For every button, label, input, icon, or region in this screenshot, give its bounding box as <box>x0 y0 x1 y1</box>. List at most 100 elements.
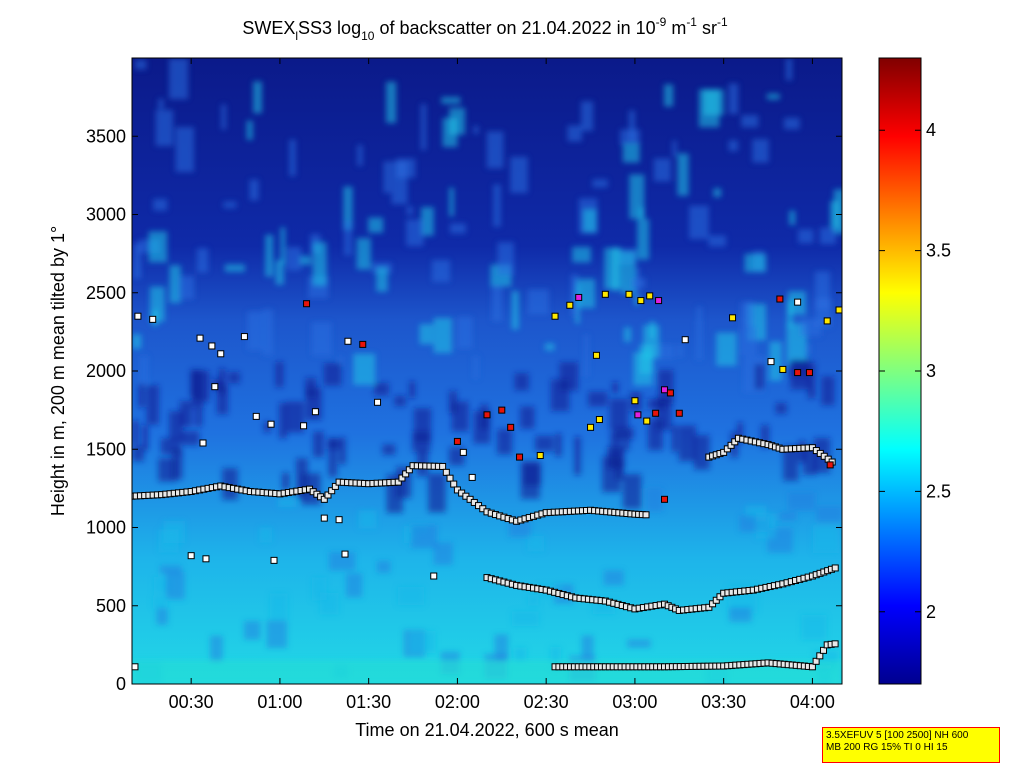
texture-blob <box>155 109 174 146</box>
texture-blob <box>382 444 396 455</box>
data-point <box>631 397 639 405</box>
texture-blob <box>442 117 458 148</box>
x-tick-label: 03:00 <box>612 692 657 712</box>
texture-blob <box>356 238 371 270</box>
texture-blob <box>514 373 529 391</box>
layer-marker <box>731 438 739 446</box>
texture-blob <box>816 506 842 522</box>
data-point <box>311 408 319 416</box>
info-line-1: 3.5XEFUV 5 [100 2500] NH 600 <box>826 730 969 741</box>
data-point <box>132 663 139 671</box>
texture-blob <box>520 461 540 499</box>
texture-blob <box>323 362 342 386</box>
texture-blob <box>728 83 739 115</box>
texture-blob <box>611 247 619 291</box>
texture-blob <box>528 594 539 606</box>
texture-blob <box>358 510 377 529</box>
data-point <box>149 315 157 323</box>
texture-blob <box>397 586 424 605</box>
texture-blob <box>328 437 338 477</box>
data-point <box>374 398 382 406</box>
texture-blob <box>142 425 149 451</box>
texture-blob <box>630 278 646 289</box>
data-point <box>187 552 195 560</box>
texture-blob <box>420 104 427 150</box>
data-point <box>767 358 775 366</box>
texture-blob <box>178 275 195 300</box>
texture-blob <box>696 306 702 322</box>
colorbar-tick-label: 3.5 <box>926 241 951 261</box>
texture-blob <box>491 285 503 322</box>
data-point <box>199 439 207 447</box>
data-point <box>595 416 603 424</box>
texture-blob <box>760 425 770 448</box>
texture-blob <box>550 647 561 671</box>
texture-blob <box>353 353 376 385</box>
texture-blob <box>798 229 814 244</box>
texture-blob <box>210 635 223 662</box>
texture-blob <box>486 131 504 169</box>
texture-blob <box>582 209 597 233</box>
texture-blob <box>224 264 245 272</box>
texture-blob <box>195 407 203 427</box>
texture-blob <box>368 217 384 233</box>
texture-blob <box>535 435 554 452</box>
texture-blob <box>769 341 782 381</box>
texture-blob <box>457 316 473 349</box>
data-point <box>666 389 674 397</box>
layer-marker <box>442 468 450 476</box>
data-point <box>430 572 438 580</box>
texture-blob <box>567 125 582 142</box>
texture-blob <box>299 255 312 265</box>
texture-blob <box>263 421 271 433</box>
layer-marker <box>320 495 328 503</box>
texture-blob <box>275 260 284 285</box>
data-point <box>344 337 352 345</box>
data-point <box>320 514 328 522</box>
texture-blob <box>344 220 352 256</box>
texture-blob <box>678 425 697 462</box>
layer-marker <box>328 487 336 495</box>
texture-blob <box>279 402 287 439</box>
texture-blob <box>830 200 840 228</box>
texture-blob <box>409 381 416 399</box>
texture-blob <box>789 210 796 226</box>
layer-marker <box>709 600 717 608</box>
y-tick-label: 3500 <box>86 126 126 146</box>
layer-marker <box>808 663 816 671</box>
texture-blob <box>246 120 253 140</box>
layer-marker <box>398 474 406 482</box>
texture-blob <box>653 158 671 182</box>
texture-blob <box>153 198 168 211</box>
texture-blob <box>329 551 356 571</box>
texture-blob <box>741 115 759 128</box>
texture-blob <box>628 110 635 142</box>
colorbar <box>878 57 922 685</box>
colorbar-tick-label: 4 <box>926 120 936 140</box>
data-point <box>776 295 784 303</box>
texture-blob <box>493 184 501 227</box>
x-tick-label: 00:30 <box>169 692 214 712</box>
texture-blob <box>159 565 182 574</box>
texture-blob <box>305 377 317 398</box>
texture-blob <box>312 577 327 601</box>
texture-blob <box>609 398 629 431</box>
y-tick-label: 500 <box>96 596 126 616</box>
x-tick-label: 02:00 <box>435 692 480 712</box>
texture-blob <box>140 356 148 388</box>
data-point <box>823 317 831 325</box>
texture-blob <box>746 302 755 331</box>
data-point <box>134 312 142 320</box>
texture-blob <box>221 104 227 130</box>
scattered-points <box>132 290 842 671</box>
texture-blob <box>671 425 679 452</box>
data-point <box>335 516 343 524</box>
texture-blob <box>357 144 363 166</box>
texture-blob <box>677 344 683 358</box>
texture-blob <box>247 311 264 351</box>
data-point <box>359 340 367 348</box>
texture-blob <box>411 524 438 549</box>
texture-blob <box>169 265 181 303</box>
texture-blob <box>132 334 142 349</box>
